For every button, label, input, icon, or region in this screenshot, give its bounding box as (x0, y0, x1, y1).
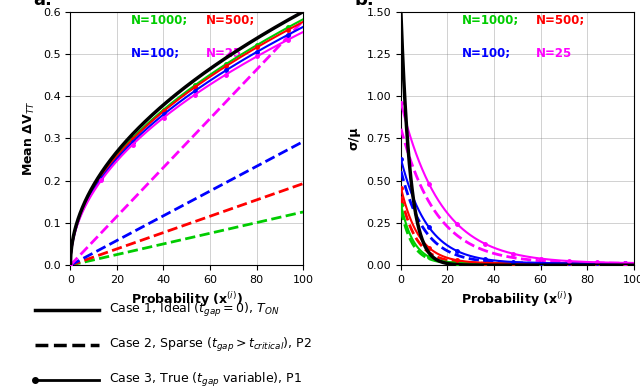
Text: Case 1, Ideal ($t_{gap} = 0$), $T_{ON}$: Case 1, Ideal ($t_{gap} = 0$), $T_{ON}$ (109, 301, 279, 319)
Text: N=1000;: N=1000; (131, 14, 188, 27)
X-axis label: Probability (x$^{(i)}$): Probability (x$^{(i)}$) (131, 291, 243, 309)
Text: a.: a. (33, 0, 52, 9)
Text: N=100;: N=100; (461, 47, 511, 60)
Text: Case 3, True ($t_{gap}$ variable), P1: Case 3, True ($t_{gap}$ variable), P1 (109, 371, 301, 389)
Y-axis label: Mean ΔV$_{TT}$: Mean ΔV$_{TT}$ (22, 101, 37, 176)
Text: N=1000;: N=1000; (461, 14, 518, 27)
Text: N=500;: N=500; (536, 14, 585, 27)
Text: N=500;: N=500; (205, 14, 255, 27)
Text: b.: b. (355, 0, 374, 9)
Y-axis label: σ/μ: σ/μ (348, 127, 361, 150)
Text: N=25: N=25 (536, 47, 572, 60)
Text: N=100;: N=100; (131, 47, 180, 60)
X-axis label: Probability (x$^{(i)}$): Probability (x$^{(i)}$) (461, 291, 573, 309)
Text: N=25: N=25 (205, 47, 242, 60)
Text: Case 2, Sparse ($t_{gap} > t_{critical}$), P2: Case 2, Sparse ($t_{gap} > t_{critical}$… (109, 336, 312, 354)
